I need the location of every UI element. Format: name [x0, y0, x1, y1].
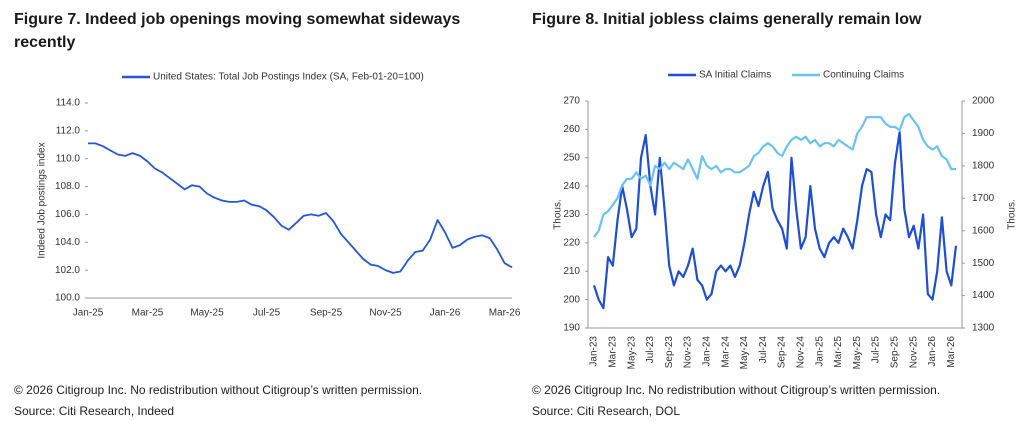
y-tick-label: 110.0	[56, 153, 81, 164]
x-tick-label: Jan-26	[927, 336, 938, 367]
y-tick-label: 114.0	[56, 98, 81, 109]
legend-label: United States: Total Job Postings Index …	[153, 72, 424, 83]
y-axis-label: Indeed Job postings index	[37, 142, 48, 258]
x-tick-label: Jan-24	[701, 336, 712, 367]
x-tick-label: Nov-24	[795, 336, 806, 369]
x-tick-label: Sep-25	[890, 336, 901, 369]
series-line	[593, 112, 956, 238]
x-tick-label: Mar-26	[946, 336, 957, 368]
chart-title: Figure 8. Initial jobless claims general…	[532, 11, 922, 28]
x-tick-label: Jan-23	[589, 336, 600, 367]
y-tick-label: 102.0	[55, 265, 80, 276]
y-tick-label: 108.0	[55, 181, 80, 192]
source: Source: Citi Research, DOL	[532, 404, 680, 418]
x-tick-label: Jul-25	[871, 336, 882, 364]
y-tick-label: 240	[563, 181, 580, 192]
y-tick-label: 200	[563, 294, 580, 305]
y-tick-label: 250	[563, 152, 580, 163]
x-tick-label: May-25	[852, 336, 863, 370]
y2-tick-label: 1900	[972, 128, 995, 139]
chart-title: Figure 7. Indeed job openings moving som…	[14, 11, 460, 28]
x-tick-label: Jul-24	[758, 336, 769, 364]
y-tick-label: 270	[563, 96, 580, 107]
y2-tick-label: 1700	[972, 193, 995, 204]
x-tick-label: Sep-23	[664, 336, 675, 369]
chart-title: recently	[14, 34, 75, 51]
y2-axis-label: Thous.	[1007, 199, 1018, 230]
y2-tick-label: 1400	[972, 290, 995, 301]
footnote: © 2026 Citigroup Inc. No redistribution …	[14, 383, 422, 397]
x-tick-label: May-24	[739, 336, 750, 370]
x-tick-label: Jul-25	[253, 308, 281, 319]
x-tick-label: Sep-24	[777, 336, 788, 369]
y2-tick-label: 1500	[972, 258, 995, 269]
x-tick-label: Sep-25	[310, 308, 343, 319]
x-tick-label: Mar-24	[720, 336, 731, 368]
legend-label: SA Initial Claims	[699, 70, 771, 81]
y2-tick-label: 1800	[972, 160, 995, 171]
legend-label: Continuing Claims	[823, 70, 904, 81]
x-tick-label: Mar-23	[607, 336, 618, 368]
x-tick-label: Mar-25	[833, 336, 844, 368]
y2-tick-label: 1600	[972, 225, 995, 236]
x-tick-label: Nov-23	[683, 336, 694, 369]
x-tick-label: Nov-25	[369, 308, 402, 319]
y-tick-label: 210	[563, 266, 580, 277]
y-axis-label: Thous.	[553, 199, 564, 230]
y-tick-label: 230	[563, 209, 580, 220]
x-tick-label: Jan-25	[814, 336, 825, 367]
x-tick-label: Jan-26	[430, 308, 461, 319]
x-tick-label: May-23	[626, 336, 637, 370]
y-tick-label: 100.0	[55, 293, 80, 304]
y-tick-label: 190	[563, 323, 580, 334]
y-tick-label: 104.0	[55, 237, 80, 248]
y2-tick-label: 2000	[972, 96, 995, 107]
x-tick-label: May-25	[190, 308, 224, 319]
x-tick-label: Jan-25	[73, 308, 104, 319]
footnote: © 2026 Citigroup Inc. No redistribution …	[532, 383, 940, 397]
series-line	[88, 142, 513, 274]
x-tick-label: Nov-25	[908, 336, 919, 369]
y-tick-label: 106.0	[55, 209, 80, 220]
y-tick-label: 220	[563, 238, 580, 249]
x-tick-label: Mar-25	[132, 308, 164, 319]
y-tick-label: 112.0	[56, 125, 81, 136]
source: Source: Citi Research, Indeed	[14, 404, 174, 418]
x-tick-label: Jul-23	[645, 336, 656, 364]
series-line	[592, 131, 958, 310]
x-tick-label: Mar-26	[489, 308, 521, 319]
y-tick-label: 260	[563, 124, 580, 135]
y2-tick-label: 1300	[972, 323, 995, 334]
